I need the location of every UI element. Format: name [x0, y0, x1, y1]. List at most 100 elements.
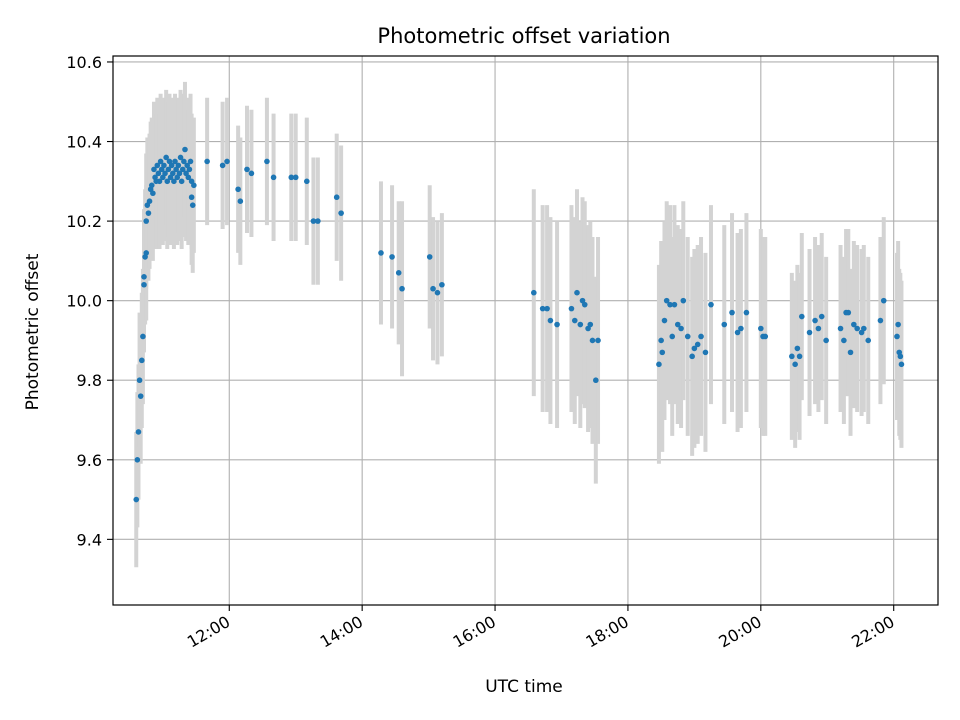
data-point	[146, 198, 153, 205]
data-point	[568, 305, 575, 312]
data-point	[177, 154, 184, 161]
data-point	[154, 162, 161, 169]
data-point	[577, 321, 584, 328]
data-point	[135, 429, 142, 435]
data-point	[141, 281, 147, 288]
data-point	[845, 309, 852, 316]
data-point	[141, 273, 147, 280]
data-point	[595, 337, 601, 344]
data-point	[669, 333, 676, 340]
data-point	[659, 349, 666, 356]
data-point	[185, 174, 192, 181]
chart-title: Photometric offset variation	[377, 24, 670, 48]
data-point	[593, 377, 599, 384]
data-point	[303, 178, 310, 185]
y-tick-label: 9.6	[77, 451, 102, 470]
data-point	[137, 393, 144, 399]
data-point	[143, 218, 150, 224]
data-point	[179, 166, 186, 173]
data-point	[674, 321, 681, 328]
data-point	[378, 250, 384, 256]
data-point	[333, 194, 340, 201]
data-point	[156, 178, 163, 185]
data-point	[162, 170, 168, 177]
data-point	[823, 337, 829, 344]
data-point	[176, 170, 183, 177]
data-point	[189, 202, 196, 208]
data-point	[547, 317, 554, 324]
data-point	[897, 353, 904, 360]
data-point	[531, 289, 537, 296]
data-point	[806, 329, 813, 336]
data-point	[796, 353, 803, 360]
data-point	[762, 333, 769, 340]
data-point	[172, 158, 178, 165]
data-point	[292, 174, 299, 181]
data-point	[134, 456, 141, 463]
data-point	[235, 186, 241, 193]
data-point	[815, 325, 822, 332]
data-point	[667, 301, 673, 308]
data-point	[395, 270, 402, 276]
data-point	[182, 146, 188, 153]
data-point	[851, 321, 857, 328]
data-point	[140, 333, 146, 340]
data-point	[399, 285, 405, 292]
data-point	[587, 321, 594, 328]
data-point	[554, 321, 560, 328]
data-point	[798, 313, 805, 320]
plot-frame	[112, 55, 939, 606]
data-point	[691, 345, 698, 352]
data-point	[789, 353, 795, 360]
data-point	[544, 305, 550, 312]
data-point	[658, 337, 664, 344]
data-point	[684, 333, 691, 340]
data-point	[661, 317, 668, 324]
data-point	[165, 166, 172, 173]
data-point	[430, 285, 436, 292]
data-point	[708, 301, 714, 308]
data-point	[680, 297, 687, 304]
data-point	[694, 341, 701, 348]
data-point	[894, 333, 900, 340]
data-point	[589, 337, 596, 344]
data-point	[163, 154, 169, 161]
data-point	[698, 333, 704, 340]
data-point	[738, 325, 744, 332]
data-point	[171, 178, 177, 185]
data-point	[389, 254, 395, 260]
data-point	[161, 162, 167, 169]
data-point	[169, 170, 176, 177]
data-point	[168, 162, 175, 169]
data-point	[794, 345, 801, 352]
data-point	[574, 289, 580, 296]
data-point	[181, 158, 187, 165]
data-point	[656, 361, 662, 368]
data-point	[191, 182, 197, 189]
data-point	[539, 305, 546, 312]
data-point	[244, 166, 250, 173]
data-point	[758, 325, 764, 332]
data-point	[136, 377, 143, 384]
data-point	[310, 218, 317, 224]
data-point	[145, 210, 152, 216]
data-point	[439, 281, 445, 288]
data-point	[792, 361, 798, 368]
data-point	[219, 162, 226, 169]
data-point	[315, 218, 321, 224]
y-tick-label: 10.0	[66, 292, 102, 311]
data-point	[143, 250, 150, 256]
data-point	[426, 254, 433, 260]
x-axis-label: UTC time	[485, 677, 563, 697]
data-point	[288, 174, 295, 181]
data-point	[270, 174, 277, 181]
y-tick-label: 10.2	[66, 212, 102, 231]
data-point	[671, 301, 678, 308]
data-point	[150, 190, 156, 197]
y-tick-label: 9.8	[77, 371, 102, 390]
y-axis: 9.4 9.6 9.8 10.0 10.2 10.4 10.6	[66, 53, 113, 549]
data-point	[865, 337, 872, 344]
data-point	[188, 194, 195, 201]
data-point	[818, 313, 825, 320]
